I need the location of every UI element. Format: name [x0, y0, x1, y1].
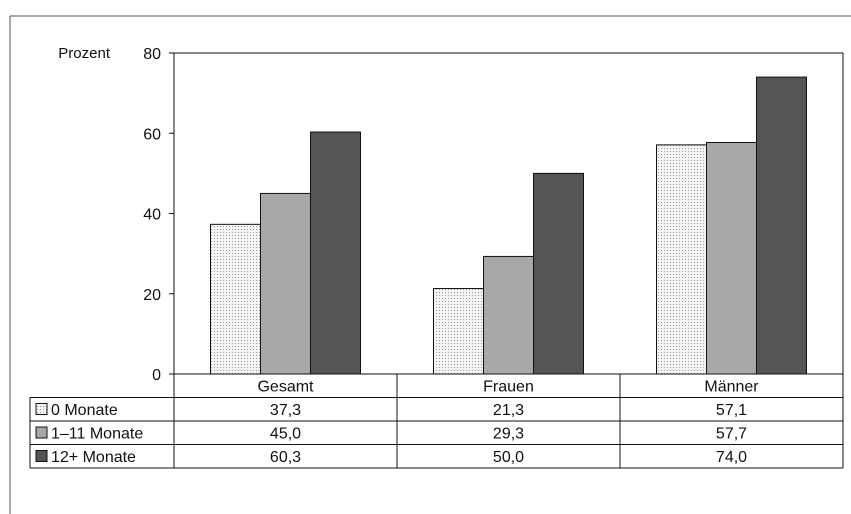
legend-label: 12+ Monate — [51, 449, 136, 466]
bar — [433, 288, 484, 375]
data-label: 60,3 — [270, 449, 301, 466]
data-label: 57,7 — [716, 426, 747, 443]
y-axis-label: Prozent — [58, 45, 111, 62]
bar — [483, 255, 534, 375]
bar — [706, 141, 757, 375]
bar — [210, 223, 261, 375]
data-label: 50,0 — [493, 449, 524, 466]
bar — [533, 172, 584, 375]
data-label: 37,3 — [270, 402, 301, 419]
bar — [310, 131, 361, 375]
y-tick-label: 20 — [143, 287, 161, 304]
category-label: Gesamt — [257, 379, 314, 396]
y-tick-label: 60 — [143, 126, 161, 143]
y-tick-label: 0 — [152, 367, 161, 384]
bar — [656, 144, 707, 375]
legend-swatch — [35, 426, 48, 439]
data-table: Gesamt Frauen Männer 0 Monate 37,3 21,3 57,1 1–… — [29, 373, 844, 469]
category-label: Männer — [704, 379, 759, 396]
legend-label: 0 Monate — [51, 402, 118, 419]
data-label: 29,3 — [493, 426, 524, 443]
y-tick-label: 40 — [143, 207, 161, 224]
bar — [756, 76, 807, 375]
legend-swatch — [35, 450, 48, 462]
data-label: 45,0 — [270, 426, 301, 443]
legend-label: 1–11 Monate — [51, 426, 143, 443]
category-label: Frauen — [483, 379, 534, 396]
bar — [260, 192, 311, 375]
plot-area: 0 20 40 60 80 — [143, 46, 844, 384]
data-label: 57,1 — [716, 402, 747, 419]
data-label: 74,0 — [716, 449, 747, 466]
legend-swatch — [35, 403, 48, 415]
data-label: 21,3 — [493, 402, 524, 419]
y-tick-label: 80 — [143, 46, 161, 63]
